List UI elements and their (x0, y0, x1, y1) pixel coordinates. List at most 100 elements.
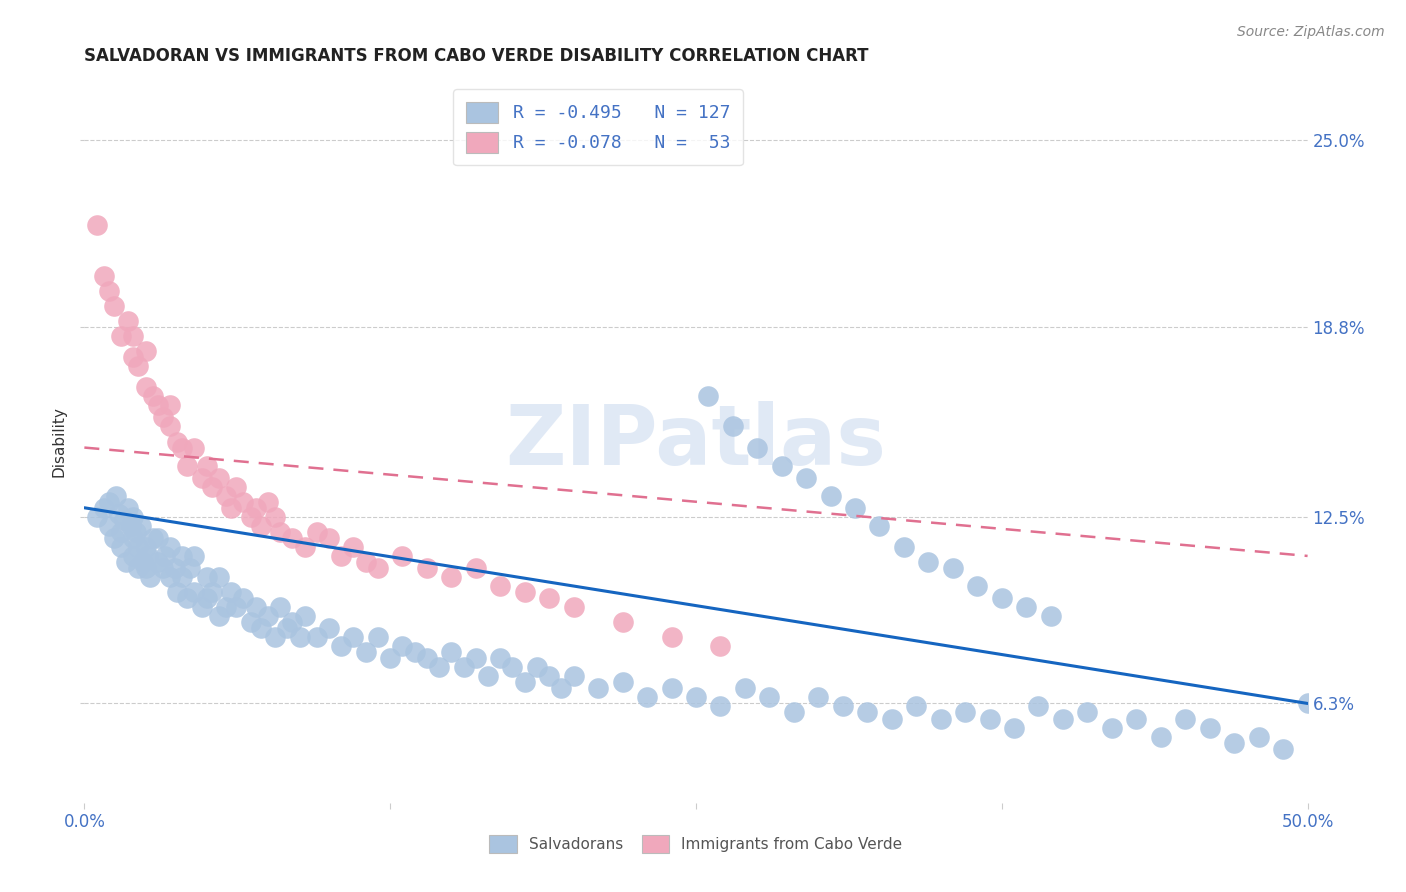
Point (232, 494, 254, 508)
Y-axis label: Disability: Disability (52, 406, 67, 477)
Point (905, 699, 928, 714)
Point (305, 630, 328, 644)
Legend: Salvadorans, Immigrants from Cabo Verde: Salvadorans, Immigrants from Cabo Verde (482, 827, 910, 860)
Point (208, 570, 231, 584)
Point (86, 218, 108, 232)
Point (380, 651, 402, 665)
Point (550, 681, 572, 696)
Point (831, 699, 853, 714)
Point (807, 690, 830, 705)
Point (526, 660, 548, 674)
Point (183, 585, 205, 599)
Point (97, 284, 120, 298)
Point (367, 561, 389, 575)
Point (183, 549, 205, 563)
Point (330, 639, 353, 653)
Point (685, 690, 707, 705)
Point (146, 398, 169, 412)
Point (135, 380, 157, 394)
Point (195, 458, 218, 473)
Point (264, 630, 287, 644)
Point (135, 561, 157, 575)
Point (1198, 721, 1220, 735)
Point (391, 639, 413, 653)
Point (172, 549, 194, 563)
Point (1150, 730, 1173, 744)
Point (122, 549, 145, 563)
Point (166, 585, 188, 599)
Point (110, 329, 132, 343)
Point (562, 669, 585, 683)
Point (132, 555, 155, 569)
Point (538, 591, 561, 606)
Point (721, 419, 744, 434)
Point (159, 419, 181, 434)
Point (142, 531, 165, 545)
Text: Source: ZipAtlas.com: Source: ZipAtlas.com (1237, 25, 1385, 39)
Point (709, 699, 731, 714)
Point (245, 600, 267, 615)
Point (159, 570, 181, 584)
Point (1028, 699, 1050, 714)
Point (105, 489, 128, 503)
Point (103, 531, 125, 545)
Point (342, 540, 364, 554)
Point (86, 509, 108, 524)
Point (146, 531, 169, 545)
Point (636, 690, 658, 705)
Point (354, 645, 377, 659)
Point (219, 585, 242, 599)
Point (153, 549, 176, 563)
Point (330, 549, 353, 563)
Point (127, 561, 149, 575)
Point (127, 540, 149, 554)
Point (103, 299, 125, 313)
Point (120, 519, 142, 533)
Point (1039, 609, 1062, 624)
Point (117, 500, 139, 515)
Point (257, 609, 280, 624)
Point (1247, 730, 1270, 744)
Point (318, 531, 340, 545)
Point (97, 519, 120, 533)
Point (136, 549, 159, 563)
Point (172, 441, 194, 455)
Point (991, 591, 1014, 606)
Point (281, 531, 304, 545)
Point (770, 458, 793, 473)
Text: SALVADORAN VS IMMIGRANTS FROM CABO VERDE DISABILITY CORRELATION CHART: SALVADORAN VS IMMIGRANTS FROM CABO VERDE… (84, 47, 869, 65)
Point (820, 489, 842, 503)
Point (115, 555, 138, 569)
Point (122, 509, 145, 524)
Point (893, 540, 915, 554)
Point (709, 639, 731, 653)
Point (139, 570, 162, 584)
Point (159, 540, 181, 554)
Point (294, 540, 316, 554)
Point (195, 591, 218, 606)
Point (93, 268, 115, 283)
Point (1002, 721, 1025, 735)
Point (416, 561, 439, 575)
Point (112, 513, 135, 527)
Point (257, 494, 280, 508)
Point (159, 398, 181, 412)
Point (129, 519, 152, 533)
Point (502, 660, 524, 674)
Point (249, 519, 271, 533)
Point (489, 651, 512, 665)
Point (146, 555, 169, 569)
Point (856, 706, 879, 720)
Point (191, 471, 214, 485)
Point (172, 570, 194, 584)
Point (318, 621, 340, 635)
Point (1015, 600, 1038, 615)
Point (179, 561, 201, 575)
Point (294, 609, 316, 624)
Point (305, 524, 328, 539)
Point (200, 480, 222, 494)
Point (747, 441, 769, 455)
Point (661, 630, 683, 644)
Point (166, 434, 188, 449)
Point (391, 549, 413, 563)
